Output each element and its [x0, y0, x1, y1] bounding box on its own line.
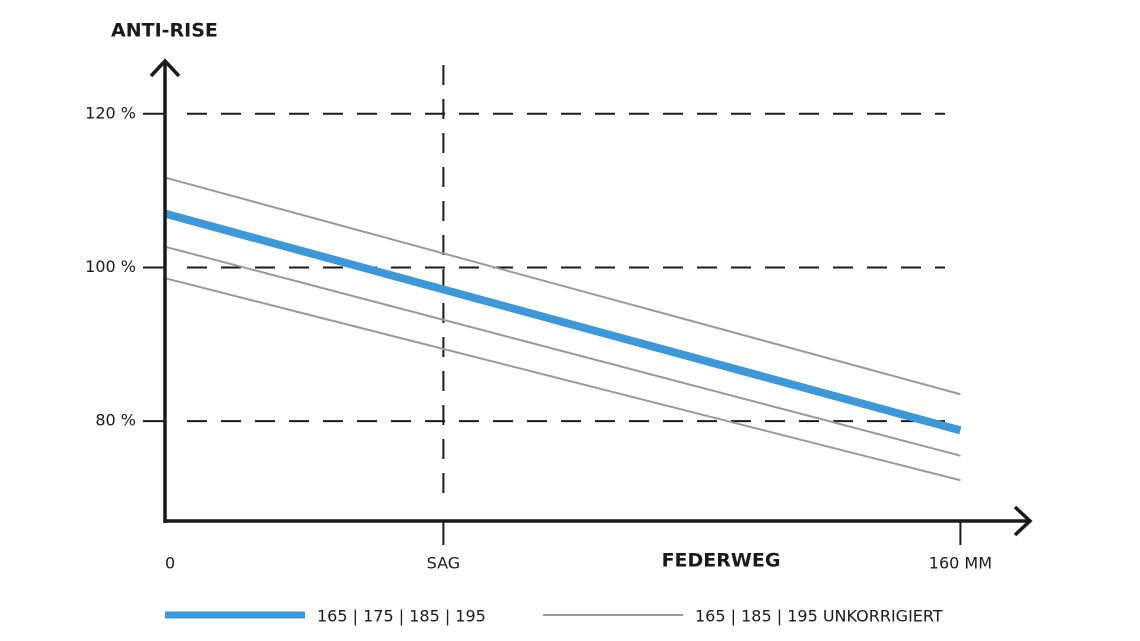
x-axis-label: FEDERWEG: [662, 550, 781, 572]
y-tick-label: 120 %: [85, 103, 136, 122]
series-line: [163, 209, 962, 435]
plot: 80 % 100 % 120 % 0 SAG 160 MM: [85, 65, 992, 573]
x-axis-arrow: [1013, 505, 1033, 537]
series-line: [164, 277, 961, 482]
x-tick-label: SAG: [427, 554, 461, 573]
series-line: [164, 176, 961, 396]
x-tick-label: 0: [165, 554, 175, 573]
legend-label: 165 | 175 | 185 | 195: [317, 607, 486, 626]
legend-label: 165 | 185 | 195 UNKORRIGIERT: [695, 607, 943, 626]
y-tick-label: 100 %: [85, 257, 136, 276]
series-line: [164, 245, 961, 457]
y-axis-arrow: [149, 58, 181, 78]
y-axis-label: ANTI-RISE: [111, 20, 218, 42]
x-tick-label: 160 MM: [929, 554, 992, 573]
legend: 165 | 175 | 185 | 195 165 | 185 | 195 UNK…: [165, 607, 943, 626]
y-tick-label: 80 %: [95, 411, 136, 430]
